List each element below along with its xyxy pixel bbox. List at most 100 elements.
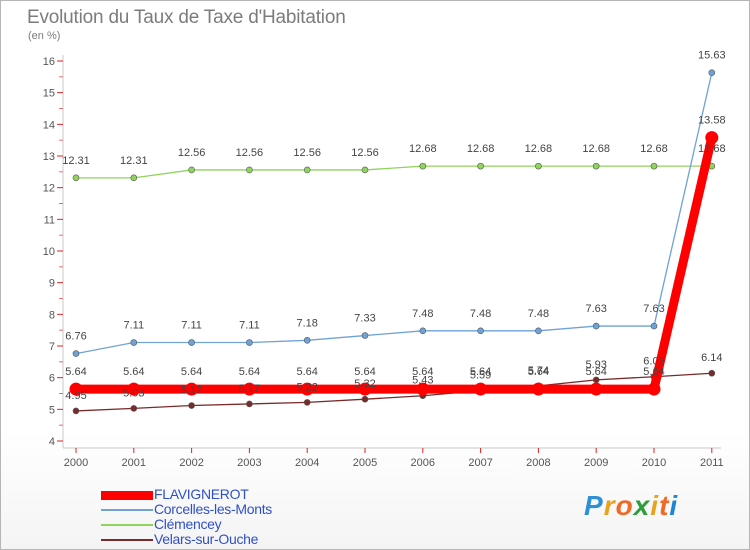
series-line-1: [75, 72, 713, 355]
series-point-1: [246, 339, 253, 346]
x-tick-label: 2010: [642, 457, 666, 469]
data-label: 7.48: [470, 308, 491, 320]
series-point-1: [188, 339, 195, 346]
series-point-3: [361, 395, 369, 403]
y-tick-label: 14: [43, 119, 55, 131]
y-tick-label: 12: [43, 183, 55, 195]
data-label: 5.64: [354, 366, 375, 378]
series-point-1: [708, 69, 716, 77]
data-label: 7.48: [528, 308, 549, 320]
y-tick-label: 10: [43, 246, 55, 258]
series-point-0: [300, 382, 314, 396]
data-label: 5.64: [123, 366, 144, 378]
data-label: 5.64: [643, 366, 664, 378]
x-tick-label: 2004: [295, 457, 319, 469]
data-label: 5.64: [412, 366, 433, 378]
series-point-1: [650, 322, 658, 330]
series-point-3: [246, 400, 253, 408]
y-tick-label: 5: [49, 404, 55, 416]
series-point-0: [705, 131, 719, 145]
data-label: 7.33: [354, 313, 375, 325]
data-label: 5.64: [585, 366, 606, 378]
data-label: 12.56: [293, 147, 321, 159]
data-label: 4.95: [65, 390, 86, 402]
legend-label: Clémencey: [154, 516, 222, 532]
data-label: 7.11: [239, 320, 260, 332]
series-point-0: [358, 382, 372, 396]
x-tick-label: 2000: [64, 457, 88, 469]
x-tick-label: 2007: [468, 457, 492, 469]
series-point-2: [130, 174, 138, 182]
series-point-0: [589, 382, 603, 396]
series-point-0: [647, 382, 661, 396]
data-label: 5.03: [123, 387, 144, 399]
series-point-0: [531, 382, 545, 396]
data-label: 15.63: [698, 50, 726, 62]
x-tick-label: 2008: [526, 457, 550, 469]
data-label: 7.48: [412, 308, 433, 320]
data-label: 6.03: [643, 356, 664, 368]
data-label: 5.64: [470, 366, 491, 378]
series-line-2: [76, 165, 712, 179]
series-line-3: [75, 372, 712, 412]
series-point-2: [246, 166, 253, 174]
proxiti-logo: Proxiti: [584, 490, 679, 521]
data-label: 12.31: [120, 155, 148, 167]
data-label: 5.17: [239, 383, 260, 395]
data-label: 12.68: [698, 143, 726, 155]
series-line-0: [76, 136, 717, 394]
series-point-3: [303, 399, 311, 406]
legend-swatch: [101, 490, 153, 500]
data-label: 5.93: [585, 359, 606, 371]
y-tick-label: 7: [49, 341, 55, 353]
series-point-2: [303, 166, 311, 174]
data-label: 5.64: [296, 366, 317, 378]
y-tick-label: 9: [49, 278, 55, 290]
data-label: 12.56: [351, 147, 379, 159]
series-point-0: [185, 382, 199, 396]
legend-swatch: [101, 524, 153, 526]
data-label: 5.74: [528, 365, 549, 377]
data-label: 7.18: [296, 317, 317, 329]
legend-label: FLAVIGNEROT: [154, 486, 249, 502]
data-label: 5.32: [354, 378, 375, 390]
series-point-2: [419, 162, 427, 170]
data-label: 7.11: [124, 320, 145, 332]
series-point-2: [361, 166, 369, 174]
series-point-1: [477, 327, 484, 335]
y-tick-label: 4: [49, 436, 55, 448]
series-point-3: [188, 402, 195, 409]
chart-title: Evolution du Taux de Taxe d'Habitation: [27, 7, 346, 28]
series-point-2: [477, 162, 484, 170]
x-tick-label: 2006: [411, 457, 435, 469]
data-label: 5.43: [412, 375, 433, 387]
data-label: 12.68: [525, 143, 553, 155]
series-point-0: [416, 382, 430, 396]
data-label: 5.12: [181, 385, 202, 397]
data-label: 7.63: [643, 303, 664, 315]
data-label: 6.14: [701, 352, 722, 364]
legend-swatch: [101, 539, 153, 541]
x-tick-label: 2009: [584, 457, 608, 469]
data-label: 12.56: [178, 147, 206, 159]
data-label: 5.64: [239, 366, 260, 378]
data-label: 5.64: [65, 366, 86, 378]
data-label: 12.68: [582, 143, 610, 155]
series-point-3: [72, 407, 80, 415]
data-label: 5.59: [470, 370, 491, 382]
series-point-2: [72, 174, 80, 182]
legend-label: Corcelles-les-Monts: [154, 501, 272, 517]
series-point-2: [188, 166, 195, 174]
legend-swatch: [101, 509, 153, 511]
x-tick-label: 2001: [122, 457, 146, 469]
series-point-3: [130, 405, 138, 412]
series-point-0: [474, 382, 488, 396]
x-tick-label: 2011: [700, 457, 724, 469]
y-tick-label: 15: [43, 88, 55, 100]
series-point-3: [708, 369, 716, 377]
data-label: 13.58: [698, 115, 726, 127]
series-point-1: [72, 350, 80, 357]
series-point-1: [419, 327, 427, 335]
